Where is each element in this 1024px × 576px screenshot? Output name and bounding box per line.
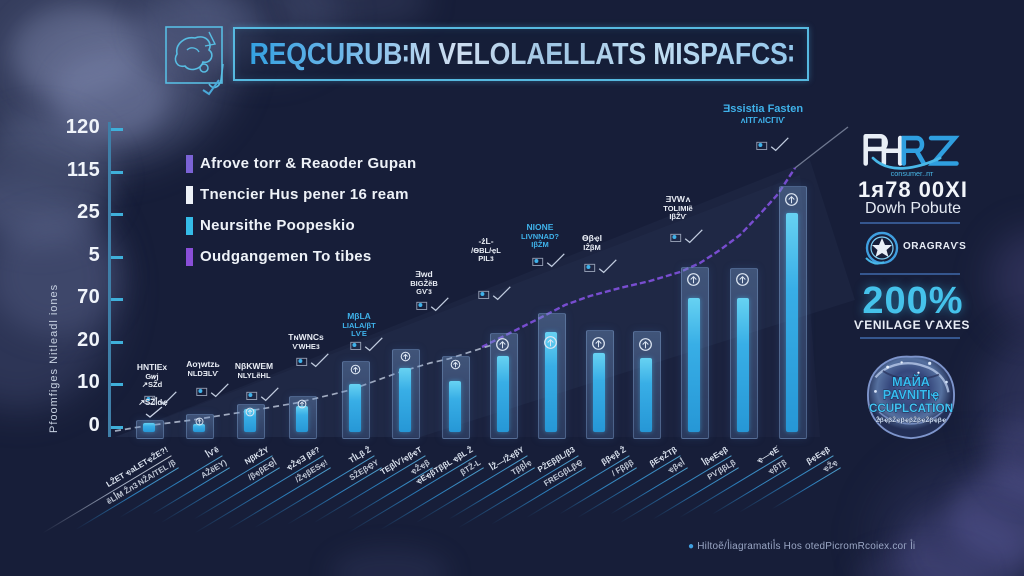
- svg-text:CCUPLCATION: CCUPLCATION: [869, 402, 953, 415]
- svg-text:MAЙA: MAЙA: [892, 374, 930, 389]
- svg-text:consumer..пт: consumer..пт: [891, 169, 934, 178]
- svg-text:ẐβҿβẐҿβҿβẐβҿẐβҿβҿ: ẐβҿβẐҿβҿβẐβҿẐβҿβҿ: [876, 415, 947, 424]
- svg-text:PAVNITIҿ: PAVNITIҿ: [883, 388, 940, 402]
